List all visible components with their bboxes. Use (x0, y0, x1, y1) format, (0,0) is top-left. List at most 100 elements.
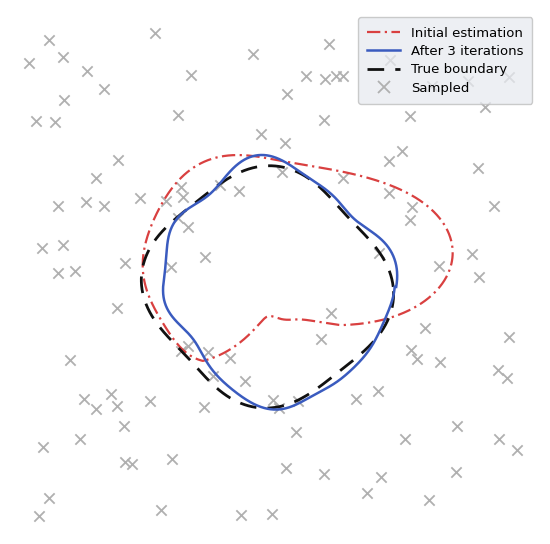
Point (92, 174, 101, 182)
Point (249, 50, 257, 58)
Point (45, 35, 53, 44)
Point (386, 56, 395, 65)
Point (167, 262, 175, 271)
Point (39, 442, 48, 451)
Point (66, 356, 75, 364)
Point (91, 405, 100, 413)
Point (44, 494, 53, 503)
Point (405, 215, 414, 224)
Point (362, 489, 371, 497)
Point (208, 371, 217, 380)
Point (317, 335, 326, 343)
Point (114, 155, 123, 164)
Point (173, 214, 182, 222)
Point (112, 401, 121, 410)
Point (513, 446, 522, 455)
Point (59, 53, 68, 61)
Point (128, 460, 136, 468)
Point (321, 75, 330, 83)
Point (267, 509, 276, 518)
Point (504, 333, 513, 342)
Point (474, 163, 482, 172)
Point (54, 269, 63, 277)
Point (53, 202, 62, 211)
Point (434, 262, 443, 270)
Point (494, 366, 503, 374)
Point (338, 173, 347, 182)
Point (186, 71, 195, 79)
Point (453, 422, 461, 431)
Point (162, 196, 170, 205)
Point (199, 403, 208, 411)
Point (79, 395, 88, 404)
Point (282, 464, 291, 473)
Point (292, 428, 301, 437)
Point (283, 90, 292, 98)
Point (70, 267, 79, 275)
Point (452, 468, 460, 477)
Point (278, 168, 287, 176)
Point (200, 253, 209, 262)
Point (177, 183, 186, 191)
Point (58, 240, 67, 249)
Point (504, 72, 513, 81)
Point (119, 422, 128, 431)
Point (107, 390, 116, 399)
Point (226, 354, 235, 362)
Point (385, 156, 394, 165)
Point (234, 187, 243, 196)
Point (400, 434, 409, 443)
Point (398, 146, 406, 155)
Point (120, 458, 129, 467)
Point (167, 455, 176, 463)
Point (339, 72, 348, 81)
Point (236, 510, 245, 519)
Point (428, 82, 437, 90)
Point (320, 116, 328, 125)
Point (332, 72, 341, 81)
Point (502, 374, 511, 382)
Point (474, 273, 483, 282)
Point (320, 469, 328, 478)
Point (136, 194, 145, 203)
Point (463, 77, 472, 86)
Point (173, 111, 182, 120)
Point (75, 435, 84, 443)
Point (100, 85, 108, 94)
Point (151, 28, 160, 37)
Point (24, 59, 33, 67)
Point (215, 180, 224, 189)
Point (424, 496, 433, 504)
Point (481, 103, 490, 112)
Point (241, 376, 250, 385)
Point (51, 118, 59, 127)
Point (421, 324, 430, 332)
Point (268, 396, 277, 405)
Point (406, 346, 415, 355)
Point (275, 404, 284, 412)
Point (495, 435, 504, 443)
Point (373, 387, 382, 395)
Point (60, 96, 69, 104)
Point (467, 250, 476, 259)
Point (436, 357, 445, 366)
Point (157, 506, 166, 515)
Point (326, 308, 335, 317)
Point (351, 394, 360, 403)
Legend: Initial estimation, After 3 iterations, True boundary, Sampled: Initial estimation, After 3 iterations, … (358, 17, 532, 104)
Point (294, 397, 302, 405)
Point (412, 355, 421, 363)
Point (184, 342, 192, 350)
Point (82, 66, 91, 75)
Point (34, 511, 43, 520)
Point (37, 244, 46, 252)
Point (100, 202, 108, 211)
Point (177, 347, 185, 356)
Point (301, 71, 310, 80)
Point (113, 304, 122, 312)
Point (178, 193, 187, 201)
Point (324, 40, 333, 48)
Point (374, 248, 383, 257)
Point (81, 197, 90, 206)
Point (184, 223, 192, 232)
